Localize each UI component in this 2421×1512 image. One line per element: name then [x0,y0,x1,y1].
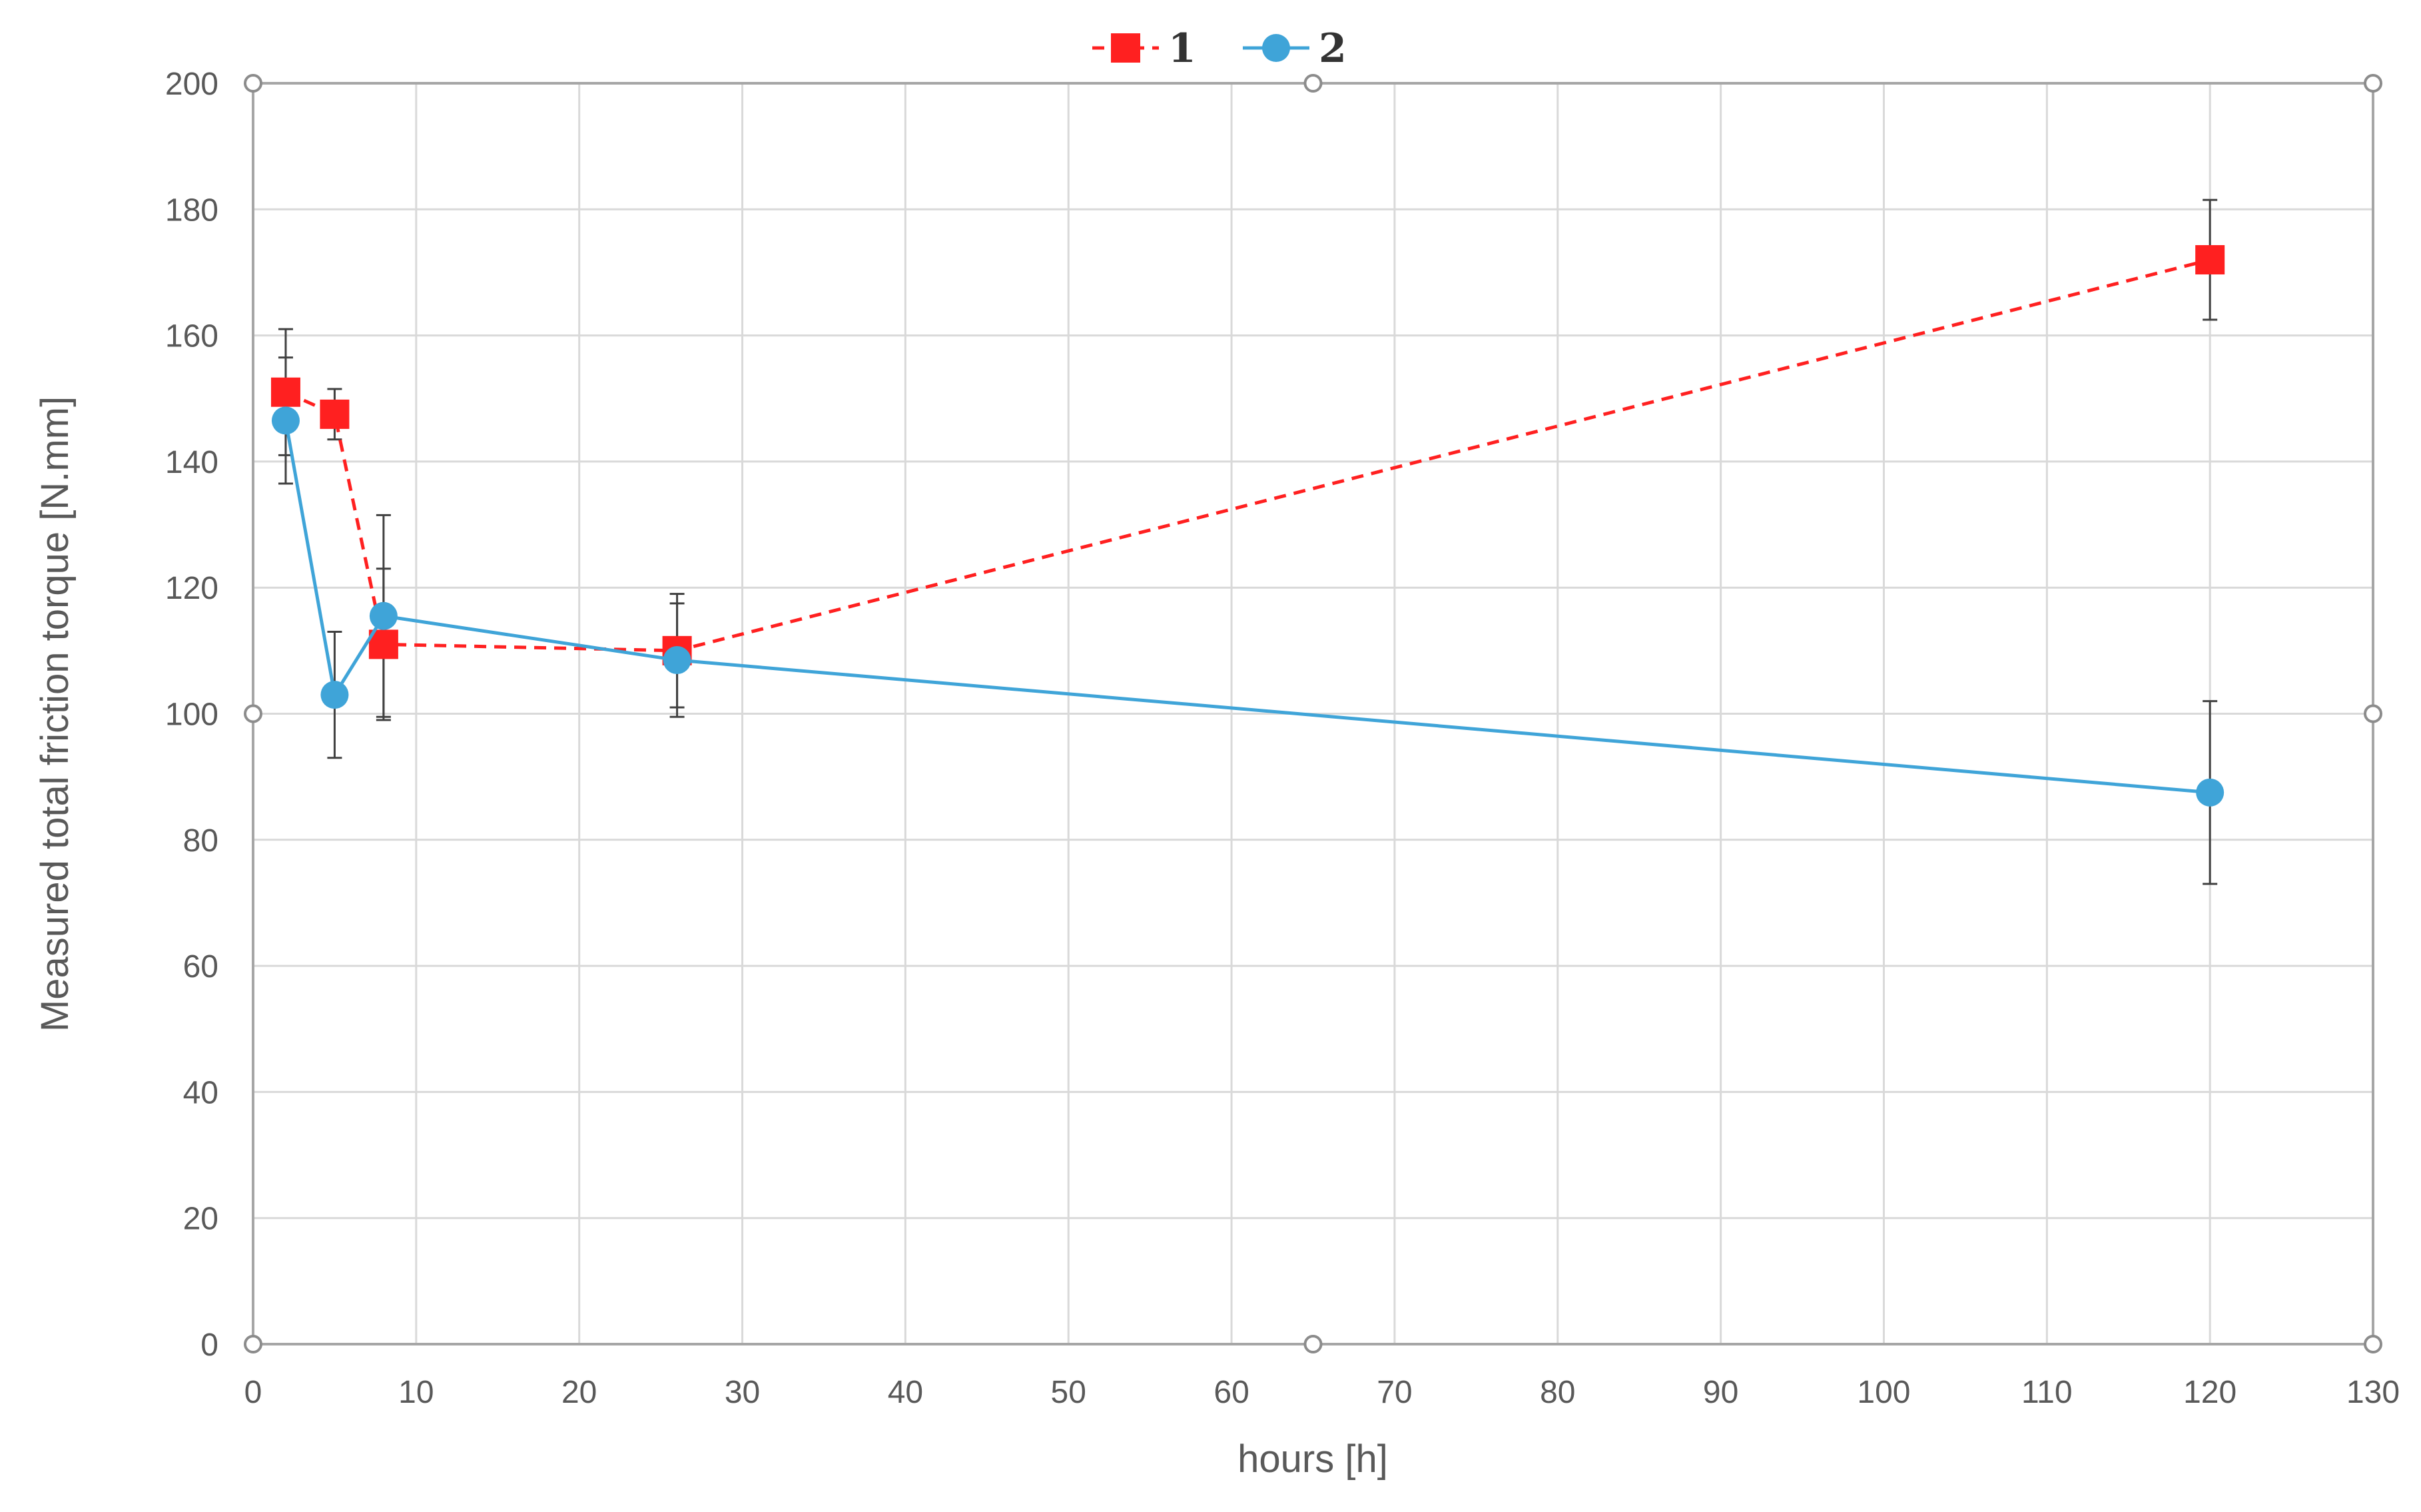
x-axis-tick-labels: 0 10 20 30 40 50 60 70 80 90 100 110 120 130 [244,1375,2400,1410]
series-layer [270,245,2225,807]
y-tick-label: 80 [183,823,218,859]
series-line [284,420,2211,795]
x-tick-label: 70 [1377,1375,1412,1410]
y-tick-label: 60 [183,949,218,984]
legend-item-1: 1 [1092,25,1196,72]
x-tick-label: 10 [398,1375,434,1410]
legend-item-2: 2 [1243,25,1347,72]
plot-area-selection-handles [244,74,2382,1353]
y-tick-label: 200 [165,67,218,102]
selection-handle [1303,74,1323,93]
y-tick-label: 0 [200,1327,218,1363]
x-axis-title: hours [h] [1237,1437,1388,1481]
y-axis-tick-labels: 0 20 40 60 80 100 120 140 160 180 200 [165,67,218,1363]
x-tick-label: 90 [1703,1375,1738,1410]
data-point [271,406,300,435]
selection-handle [2364,74,2382,93]
y-tick-label: 100 [165,697,218,733]
legend-label: 2 [1319,25,1347,72]
selection-handle [1303,1335,1323,1353]
x-tick-label: 30 [725,1375,760,1410]
y-tick-label: 140 [165,445,218,480]
x-tick-label: 0 [244,1375,262,1410]
series-1 [270,245,2225,665]
x-tick-label: 100 [1857,1375,1910,1410]
data-point [369,601,398,630]
data-point [270,377,300,407]
y-axis-title: Measured total friction torque [N.mm] [33,396,77,1032]
error-bars [278,198,2218,885]
selection-handle [2364,1335,2382,1353]
selection-handle [244,704,262,723]
y-tick-label: 20 [183,1202,218,1237]
series-line [284,258,2211,653]
selection-handle [244,1335,262,1353]
legend-marker [1111,33,1140,63]
y-tick-label: 180 [165,192,218,228]
selection-handle [244,74,262,93]
selection-handle [2364,704,2382,723]
legend-label: 1 [1168,25,1196,72]
series-2 [271,406,2225,807]
data-point [2195,245,2225,275]
y-tick-label: 120 [165,571,218,606]
data-point [663,646,691,675]
data-point [320,399,350,429]
data-point [2196,778,2225,807]
x-tick-label: 120 [2183,1375,2237,1410]
x-tick-label: 80 [1540,1375,1575,1410]
x-tick-label: 50 [1051,1375,1086,1410]
y-tick-label: 160 [165,319,218,354]
legend-marker [1262,34,1290,62]
x-tick-label: 60 [1213,1375,1249,1410]
x-tick-label: 130 [2346,1375,2400,1410]
x-tick-label: 40 [888,1375,923,1410]
x-tick-label: 20 [561,1375,597,1410]
y-tick-label: 40 [183,1075,218,1110]
data-point [320,681,349,709]
x-tick-label: 110 [2021,1375,2073,1410]
